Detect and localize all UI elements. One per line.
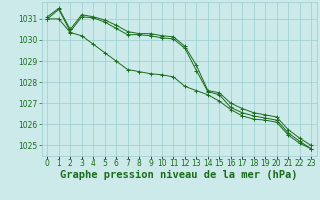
X-axis label: Graphe pression niveau de la mer (hPa): Graphe pression niveau de la mer (hPa)	[60, 170, 298, 180]
